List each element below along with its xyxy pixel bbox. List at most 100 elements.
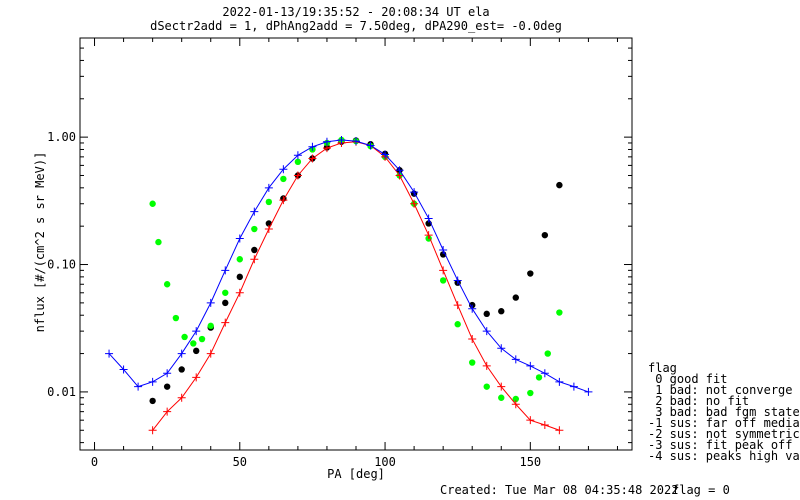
series-layer [105,135,593,435]
legend-entry: -2 sus: not symmetric [648,427,800,441]
x-tick-label: 50 [233,455,247,469]
data-point [544,350,551,357]
data-point [483,310,490,318]
data-point [177,393,186,402]
data-point [293,151,302,160]
data-point [163,281,171,288]
data-point [190,340,197,347]
legend-title: flag [648,361,677,375]
data-point [163,407,172,416]
data-point [279,165,288,174]
data-point [453,276,462,285]
data-point [410,199,419,208]
data-point [454,321,461,328]
data-point [512,294,519,301]
data-point [308,142,317,151]
data-point [352,137,360,146]
data-point [178,366,185,373]
data-point [293,171,302,180]
data-point [235,234,244,243]
data-point [540,369,549,378]
data-point [526,416,535,425]
data-point [482,327,491,336]
axes: 0 50 100 150 0.01 0.10 1.00 [47,37,633,469]
x-axis-label: PA [deg] [327,467,385,481]
legend-entry: 2 bad: no fit [648,394,749,408]
data-point [251,225,258,233]
data-point [498,308,505,315]
data-point [198,335,206,343]
data-point [497,382,506,391]
flag-legend: flag 0 good fit 1 bad: not converge 2 ba… [648,361,800,463]
data-point [555,426,564,435]
data-point [541,231,549,239]
data-point [221,266,230,275]
data-point [222,289,229,296]
data-point [236,273,243,281]
data-point [206,349,215,358]
x-tick-label: 0 [91,455,98,469]
data-point [584,387,593,396]
data-point [279,196,288,205]
plot-frame [79,37,633,451]
chart-title-line-1: 2022-01-13/19:35:52 - 20:08:34 UT ela [222,5,489,19]
data-point [192,327,201,336]
data-point [308,154,317,163]
legend-entry: -3 sus: fit peak off 90 [648,438,800,452]
y-tick-label: 0.01 [47,385,76,399]
data-point [439,277,447,284]
data-point [235,288,244,297]
data-point [337,135,346,144]
series-line [108,139,589,393]
data-point [172,314,180,322]
legend-entry: 0 good fit [648,372,727,386]
data-point [381,150,390,159]
data-point [294,158,302,166]
series-3 [105,135,593,396]
y-tick-label: 1.00 [47,130,76,144]
data-point [482,361,491,370]
data-point [148,426,157,435]
series-2 [148,137,564,435]
legend-entry: 3 bad: bad fgm state [648,405,800,419]
data-point [424,231,433,240]
data-point [163,369,172,378]
data-point [395,166,404,175]
data-point [250,255,259,264]
y-axis-label: nflux [#/(cm^2 s sr MeV)] [33,152,47,333]
data-point [512,395,519,403]
data-point [366,141,375,150]
data-point [250,207,259,216]
data-point [527,270,534,277]
series-0 [149,137,563,405]
data-point [221,318,230,327]
data-point [511,355,520,364]
legend-entry: -1 sus: far off median [648,416,800,430]
data-point [207,322,214,330]
data-point [483,383,490,390]
data-point [280,175,287,183]
data-point [163,383,171,390]
data-point [469,359,476,366]
data-point [149,200,156,207]
data-point [192,373,201,382]
data-point [439,266,448,275]
data-point [177,349,186,358]
data-point [155,238,162,246]
data-point [511,400,520,409]
data-point [193,347,200,355]
data-point [105,349,114,358]
x-tick-label: 150 [519,455,541,469]
data-point [251,246,258,254]
legend-entry: 1 bad: not converge [648,383,793,397]
data-point [535,374,543,381]
data-point [119,365,128,374]
created-timestamp: Created: Tue Mar 08 04:35:48 2022 [440,483,678,497]
data-point [453,301,462,310]
data-point [468,335,477,344]
chart-title-line-2: dSectr2add = 1, dPhAng2add = 7.50deg, dP… [150,19,562,33]
flag-value: flag = 0 [672,483,730,497]
data-point [265,198,273,206]
data-point [322,137,331,146]
